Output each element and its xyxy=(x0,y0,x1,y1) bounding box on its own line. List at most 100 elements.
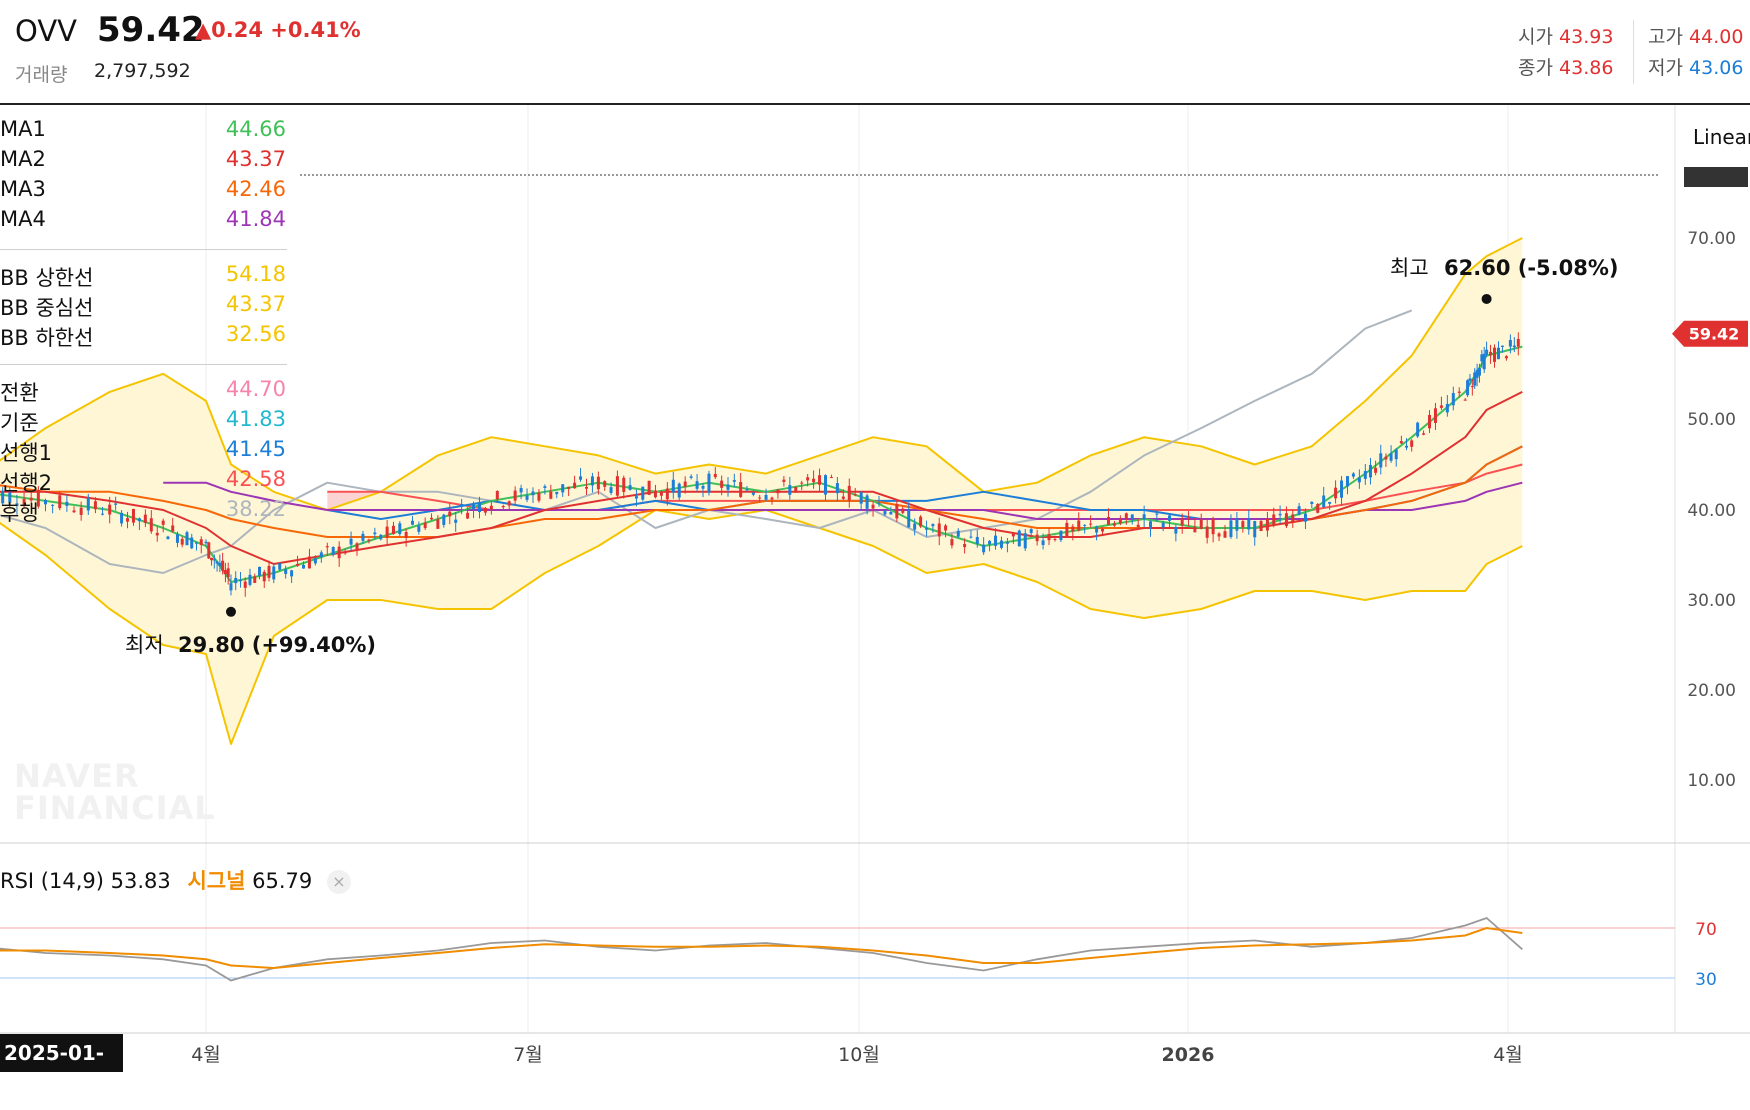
close-price: 종가 43.86 xyxy=(1518,57,1614,79)
candlesticks xyxy=(1,332,1520,597)
candle-body xyxy=(1475,370,1479,378)
candle-body xyxy=(818,475,822,485)
candle-body xyxy=(1334,487,1338,499)
candle-body xyxy=(349,538,353,545)
candle-body xyxy=(501,506,505,508)
scale-mode-button[interactable]: Linear xyxy=(1693,125,1750,149)
candle-body xyxy=(243,581,247,588)
high-label: 최고 xyxy=(1390,256,1429,280)
candle-body xyxy=(901,508,905,513)
candle-body xyxy=(883,511,887,515)
candle-body xyxy=(1035,534,1039,542)
candle-body xyxy=(800,482,804,484)
candle-body xyxy=(284,569,288,574)
candle-body xyxy=(155,532,159,536)
candle-body xyxy=(221,560,225,571)
candle-body xyxy=(877,502,881,504)
candle-body xyxy=(226,568,230,578)
price-chart[interactable]: 70.00 50.00 40.00 30.00 20.00 10.00 59.42 4월 7월… xyxy=(0,0,1750,1072)
candle-body xyxy=(925,527,929,530)
candle-body xyxy=(647,480,651,495)
candle-body xyxy=(944,525,948,531)
candle-body xyxy=(1468,378,1472,381)
y-tick-label: 70.00 xyxy=(1687,229,1736,249)
candle-body xyxy=(1500,345,1504,347)
candle-body xyxy=(841,496,845,499)
candle-body xyxy=(1340,480,1344,498)
volume-label: 거래량 xyxy=(15,64,68,86)
candle-body xyxy=(573,482,577,489)
candle-body xyxy=(622,477,626,492)
candle-body xyxy=(689,476,693,478)
candle-body xyxy=(603,481,607,487)
legend-value: 32.56 xyxy=(225,322,286,346)
low-value: 29.80 (+99.40%) xyxy=(178,633,376,657)
close-icon[interactable]: × xyxy=(326,870,351,894)
candle-body xyxy=(555,491,559,495)
candle-body xyxy=(969,536,973,538)
candle-body xyxy=(258,566,262,576)
candle-body xyxy=(567,486,571,489)
legend-row-선행1: 선행1 41.45 xyxy=(0,437,290,467)
candle-body xyxy=(454,519,458,523)
candle-body xyxy=(108,504,112,515)
candle-body xyxy=(653,490,657,498)
candle-body xyxy=(1389,453,1393,461)
candle-body xyxy=(1466,380,1470,396)
legend-name: 전환 xyxy=(0,381,39,405)
candle-body xyxy=(1174,527,1178,534)
candle-body xyxy=(732,480,736,482)
candle-body xyxy=(215,561,219,564)
candle-body xyxy=(1106,516,1110,525)
candle-body xyxy=(1422,433,1426,435)
rsi-line-signal xyxy=(0,926,1523,970)
candle-body xyxy=(248,574,252,585)
candle-body xyxy=(131,508,135,523)
candle-body xyxy=(745,489,749,491)
candle-body xyxy=(436,519,440,529)
candle-body xyxy=(472,504,476,510)
candle-body xyxy=(1142,514,1146,520)
high-value: 62.60 (-5.08%) xyxy=(1444,256,1619,280)
candle-body xyxy=(590,476,594,486)
legend-value: 41.84 xyxy=(225,207,286,231)
stock-header: OVV 59.42 ▲0.24 +0.41% 거래량 2,797,592 시가 … xyxy=(0,0,1750,103)
candle-body xyxy=(1451,392,1455,406)
candle-body xyxy=(1351,473,1355,477)
candle-body xyxy=(1439,405,1443,408)
candle-body xyxy=(190,537,194,549)
candle-body xyxy=(665,488,669,500)
candle-body xyxy=(764,495,768,500)
legend-row-선행2: 선행2 42.58 xyxy=(0,467,290,497)
candle-body xyxy=(1130,514,1134,520)
candle-body xyxy=(1496,347,1500,360)
candle-body xyxy=(1272,514,1276,525)
candle-body xyxy=(385,526,389,538)
candle-body xyxy=(1379,453,1383,468)
candle-body xyxy=(262,571,266,582)
candle-body xyxy=(1310,501,1314,504)
legend-name: 기준 xyxy=(0,411,39,435)
candle-body xyxy=(410,520,414,525)
candle-body xyxy=(367,539,371,541)
candle-body xyxy=(956,530,960,537)
ohlc-divider xyxy=(1633,20,1634,84)
candle-body xyxy=(713,474,717,478)
candle-body xyxy=(1217,533,1221,537)
legend-value: 41.45 xyxy=(225,437,286,461)
candle-body xyxy=(296,563,300,566)
candle-body xyxy=(1445,403,1449,413)
candle-body xyxy=(788,485,792,495)
candle-body xyxy=(549,491,553,499)
candle-body xyxy=(1065,522,1069,537)
candle-body xyxy=(1005,542,1009,544)
candle-body xyxy=(171,525,175,532)
candle-body xyxy=(1428,414,1432,429)
candle-body xyxy=(199,539,203,545)
candle-body xyxy=(379,534,383,540)
candle-body xyxy=(210,557,214,561)
candle-body xyxy=(1235,518,1239,531)
candle-body xyxy=(671,479,675,493)
candle-body xyxy=(1394,449,1398,460)
candle-body xyxy=(751,492,755,495)
